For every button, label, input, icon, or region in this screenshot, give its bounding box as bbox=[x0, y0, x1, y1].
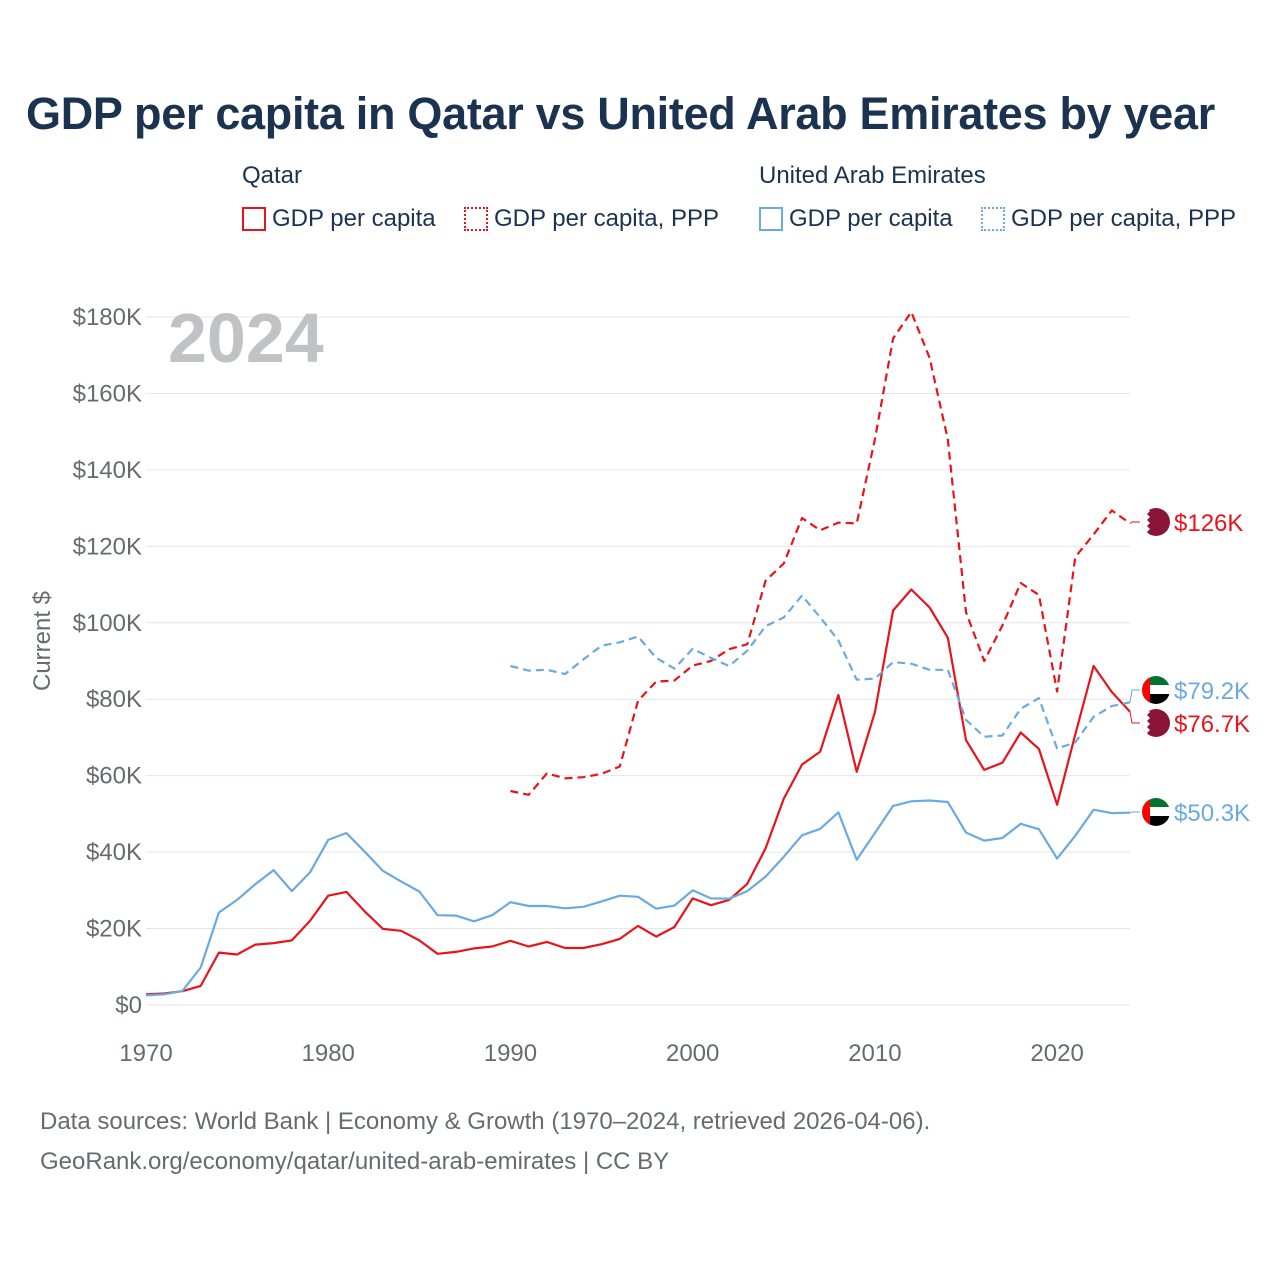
series-line bbox=[145, 799, 1131, 997]
legend-swatch-dotted-icon bbox=[464, 207, 488, 231]
x-tick-label: 1990 bbox=[484, 1040, 537, 1067]
end-leader-line bbox=[1129, 521, 1140, 524]
legend-item-label: GDP per capita bbox=[272, 205, 436, 232]
y-tick-label: $160K bbox=[73, 380, 142, 407]
legend-swatch-solid-icon bbox=[242, 207, 266, 231]
y-tick-label: $20K bbox=[86, 916, 142, 943]
legend-item-qatar-gdp[interactable]: GDP per capita bbox=[242, 204, 436, 234]
y-tick-label: $180K bbox=[73, 304, 142, 331]
legend-item-qatar-gdp-ppp[interactable]: GDP per capita, PPP bbox=[464, 204, 719, 234]
legend-item-uae-gdp[interactable]: GDP per capita bbox=[759, 204, 953, 234]
legend-item-uae-gdp-ppp[interactable]: GDP per capita, PPP bbox=[981, 204, 1236, 234]
legend-item-label: GDP per capita, PPP bbox=[494, 205, 719, 232]
x-tick-label: 2000 bbox=[666, 1040, 719, 1067]
y-tick-label: $140K bbox=[73, 457, 142, 484]
x-tick-label: 2020 bbox=[1030, 1040, 1083, 1067]
qatar-flag-icon bbox=[1142, 508, 1170, 536]
series-end-label: $126K bbox=[1174, 510, 1243, 537]
series-end-label: $79.2K bbox=[1174, 678, 1250, 705]
y-tick-label: $60K bbox=[86, 763, 142, 790]
x-tick-label: 1970 bbox=[119, 1040, 172, 1067]
uae-flag-icon bbox=[1142, 798, 1170, 826]
y-tick-label: $0 bbox=[115, 992, 142, 1019]
legend-item-label: GDP per capita bbox=[789, 205, 953, 232]
x-axis: 1970 1980 1990 2000 2010 2020 bbox=[119, 1040, 1084, 1067]
series-line bbox=[145, 588, 1131, 996]
uae-flag-icon bbox=[1142, 676, 1170, 704]
footer-sources: Data sources: World Bank | Economy & Gro… bbox=[40, 1108, 931, 1135]
chart-title: GDP per capita in Qatar vs United Arab E… bbox=[26, 88, 1215, 139]
legend-swatch-dotted-icon bbox=[981, 207, 1005, 231]
series-line bbox=[510, 594, 1131, 750]
y-tick-label: $100K bbox=[73, 610, 142, 637]
series-layer bbox=[145, 310, 1140, 997]
year-label: 2024 bbox=[168, 299, 324, 377]
y-axis: $0 $20K $40K $60K $80K $100K $120K $140K $160K $1… bbox=[73, 304, 142, 1019]
x-tick-label: 1980 bbox=[302, 1040, 355, 1067]
grid-layer bbox=[146, 316, 1130, 1006]
y-tick-label: $120K bbox=[73, 533, 142, 560]
x-tick-label: 2010 bbox=[848, 1040, 901, 1067]
y-tick-label: $40K bbox=[86, 839, 142, 866]
legend-group-qatar: Qatar bbox=[242, 162, 303, 189]
end-labels: $76.7K $126K $50.3K $79.2K bbox=[1174, 510, 1250, 827]
y-tick-label: $80K bbox=[86, 686, 142, 713]
series-line bbox=[510, 310, 1131, 796]
legend-group-uae: United Arab Emirates bbox=[759, 162, 986, 189]
end-leader-line bbox=[1129, 811, 1140, 814]
footer-attribution: GeoRank.org/economy/qatar/united-arab-em… bbox=[40, 1148, 670, 1175]
y-axis-label: Current $ bbox=[29, 591, 56, 691]
end-leader-line bbox=[1129, 689, 1140, 703]
end-leader-line bbox=[1129, 711, 1140, 724]
legend-item-label: GDP per capita, PPP bbox=[1011, 205, 1236, 232]
series-end-label: $76.7K bbox=[1174, 711, 1250, 738]
legend-swatch-solid-icon bbox=[759, 207, 783, 231]
qatar-flag-icon bbox=[1142, 709, 1170, 737]
series-end-label: $50.3K bbox=[1174, 800, 1250, 827]
